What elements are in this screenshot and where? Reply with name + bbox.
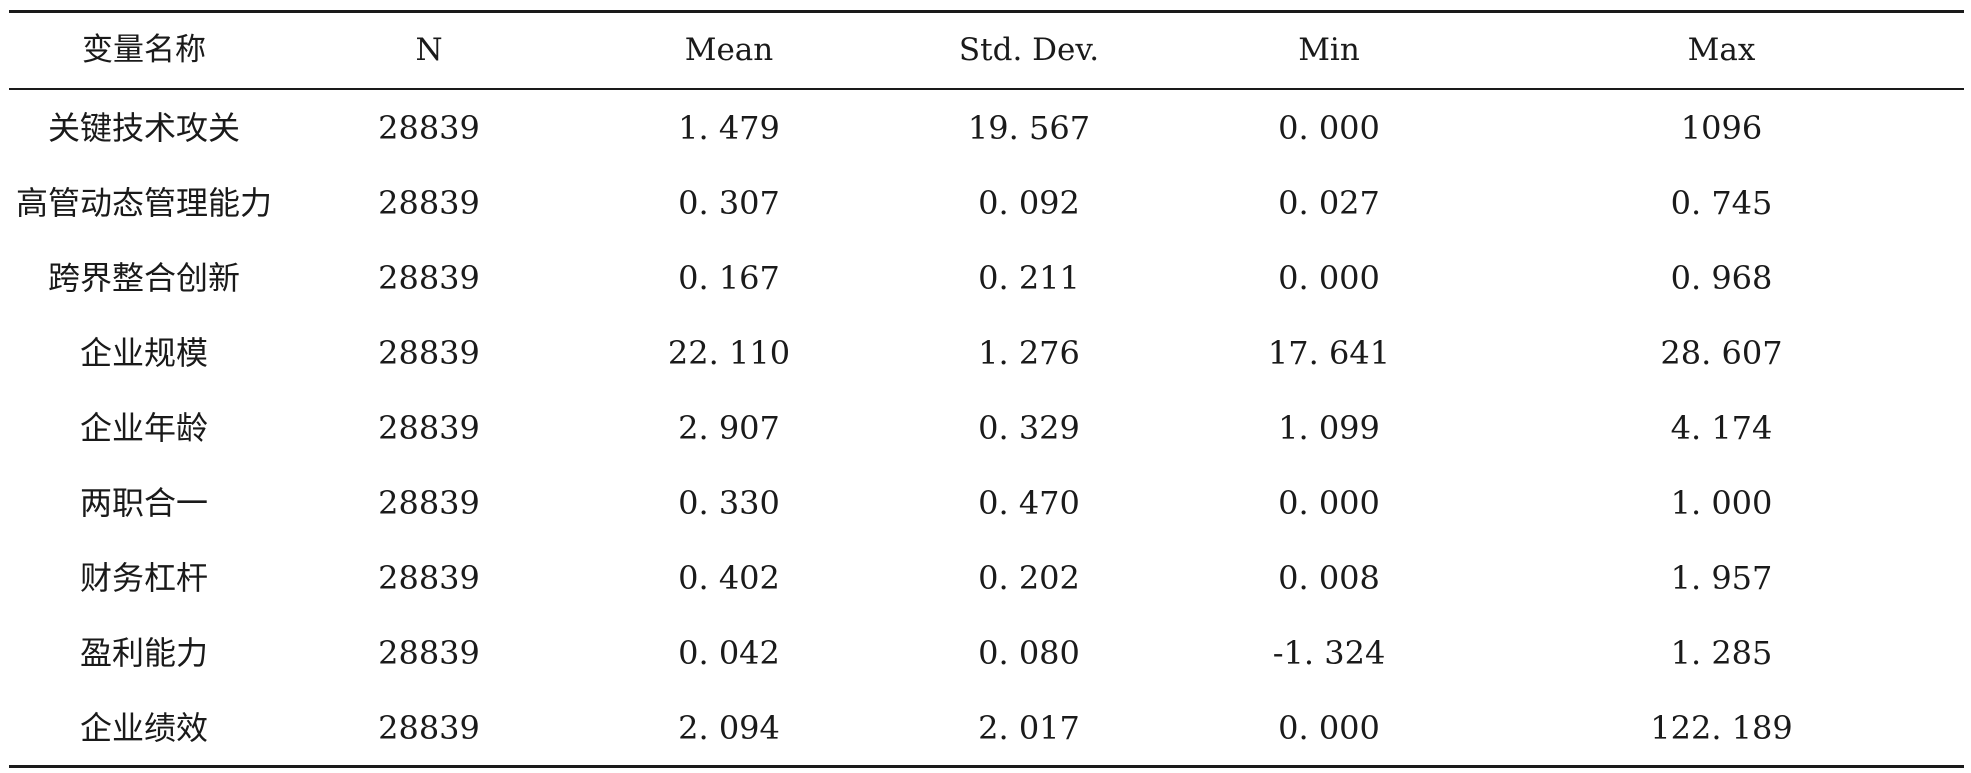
table-top-rule bbox=[9, 10, 1964, 13]
cell-n: 28839 bbox=[378, 333, 480, 372]
cell-variable-name: 盈利能力 bbox=[79, 633, 208, 672]
table-row: 企业规模 28839 22. 110 1. 276 17. 641 28. 60… bbox=[9, 315, 1964, 390]
cell-mean: 1. 479 bbox=[678, 108, 780, 147]
header-mean: Mean bbox=[684, 32, 774, 68]
header-min: Min bbox=[1298, 32, 1360, 68]
cell-mean: 0. 167 bbox=[678, 258, 780, 297]
cell-variable-name: 高管动态管理能力 bbox=[15, 183, 272, 222]
cell-variable-name: 企业绩效 bbox=[79, 708, 208, 747]
cell-n: 28839 bbox=[378, 108, 480, 147]
cell-std-dev: 0. 080 bbox=[978, 633, 1080, 672]
cell-max: 122. 189 bbox=[1650, 708, 1793, 747]
header-max: Max bbox=[1687, 32, 1756, 68]
table-body: 关键技术攻关 28839 1. 479 19. 567 0. 000 1096 … bbox=[9, 90, 1964, 765]
table-row: 企业绩效 28839 2. 094 2. 017 0. 000 122. 189 bbox=[9, 690, 1964, 765]
table-header-rule bbox=[9, 88, 1964, 90]
cell-min: 0. 000 bbox=[1278, 708, 1380, 747]
table-row: 企业年龄 28839 2. 907 0. 329 1. 099 4. 174 bbox=[9, 390, 1964, 465]
cell-max: 1. 957 bbox=[1670, 558, 1773, 597]
cell-max: 4. 174 bbox=[1670, 408, 1773, 447]
header-variable-name: 变量名称 bbox=[82, 32, 206, 68]
descriptive-statistics-table: 变量名称 N Mean Std. Dev. Min Max 关键技术攻关 288… bbox=[9, 10, 1964, 768]
cell-max: 28. 607 bbox=[1660, 333, 1783, 372]
cell-n: 28839 bbox=[378, 558, 480, 597]
cell-variable-name: 企业年龄 bbox=[79, 408, 208, 447]
cell-n: 28839 bbox=[378, 633, 480, 672]
cell-min: 0. 000 bbox=[1278, 108, 1380, 147]
cell-n: 28839 bbox=[378, 258, 480, 297]
cell-max: 0. 745 bbox=[1670, 183, 1773, 222]
cell-variable-name: 关键技术攻关 bbox=[47, 108, 240, 147]
cell-min: 0. 027 bbox=[1278, 183, 1380, 222]
cell-min: 0. 000 bbox=[1278, 483, 1380, 522]
cell-n: 28839 bbox=[378, 408, 480, 447]
cell-mean: 2. 094 bbox=[678, 708, 780, 747]
table-row: 跨界整合创新 28839 0. 167 0. 211 0. 000 0. 968 bbox=[9, 240, 1964, 315]
cell-std-dev: 1. 276 bbox=[978, 333, 1080, 372]
cell-min: 0. 000 bbox=[1278, 258, 1380, 297]
cell-n: 28839 bbox=[378, 183, 480, 222]
header-n: N bbox=[415, 32, 443, 68]
cell-std-dev: 19. 567 bbox=[967, 108, 1091, 147]
cell-mean: 22. 110 bbox=[667, 333, 791, 372]
table-header-row: 变量名称 N Mean Std. Dev. Min Max bbox=[9, 13, 1964, 88]
header-std-dev: Std. Dev. bbox=[958, 32, 1100, 68]
cell-std-dev: 0. 202 bbox=[978, 558, 1080, 597]
table-row: 两职合一 28839 0. 330 0. 470 0. 000 1. 000 bbox=[9, 465, 1964, 540]
cell-mean: 0. 042 bbox=[678, 633, 780, 672]
cell-n: 28839 bbox=[378, 708, 480, 747]
cell-max: 0. 968 bbox=[1670, 258, 1773, 297]
table-row: 财务杠杆 28839 0. 402 0. 202 0. 008 1. 957 bbox=[9, 540, 1964, 615]
cell-std-dev: 0. 470 bbox=[978, 483, 1080, 522]
table-row: 高管动态管理能力 28839 0. 307 0. 092 0. 027 0. 7… bbox=[9, 165, 1964, 240]
cell-min: 0. 008 bbox=[1278, 558, 1380, 597]
cell-std-dev: 2. 017 bbox=[978, 708, 1080, 747]
cell-min: -1. 324 bbox=[1272, 633, 1386, 672]
cell-std-dev: 0. 329 bbox=[978, 408, 1080, 447]
cell-mean: 0. 402 bbox=[678, 558, 780, 597]
table-row: 关键技术攻关 28839 1. 479 19. 567 0. 000 1096 bbox=[9, 90, 1964, 165]
cell-variable-name: 两职合一 bbox=[79, 483, 208, 522]
cell-std-dev: 0. 092 bbox=[978, 183, 1080, 222]
cell-mean: 0. 307 bbox=[678, 183, 780, 222]
cell-min: 1. 099 bbox=[1278, 408, 1380, 447]
cell-std-dev: 0. 211 bbox=[978, 258, 1080, 297]
table-bottom-rule bbox=[9, 765, 1964, 768]
cell-variable-name: 财务杠杆 bbox=[79, 558, 208, 597]
cell-max: 1096 bbox=[1680, 108, 1763, 147]
cell-variable-name: 企业规模 bbox=[79, 333, 208, 372]
cell-mean: 0. 330 bbox=[678, 483, 780, 522]
cell-min: 17. 641 bbox=[1267, 333, 1391, 372]
cell-max: 1. 285 bbox=[1670, 633, 1773, 672]
cell-variable-name: 跨界整合创新 bbox=[47, 258, 240, 297]
table-row: 盈利能力 28839 0. 042 0. 080 -1. 324 1. 285 bbox=[9, 615, 1964, 690]
cell-max: 1. 000 bbox=[1670, 483, 1773, 522]
cell-mean: 2. 907 bbox=[678, 408, 780, 447]
cell-n: 28839 bbox=[378, 483, 480, 522]
